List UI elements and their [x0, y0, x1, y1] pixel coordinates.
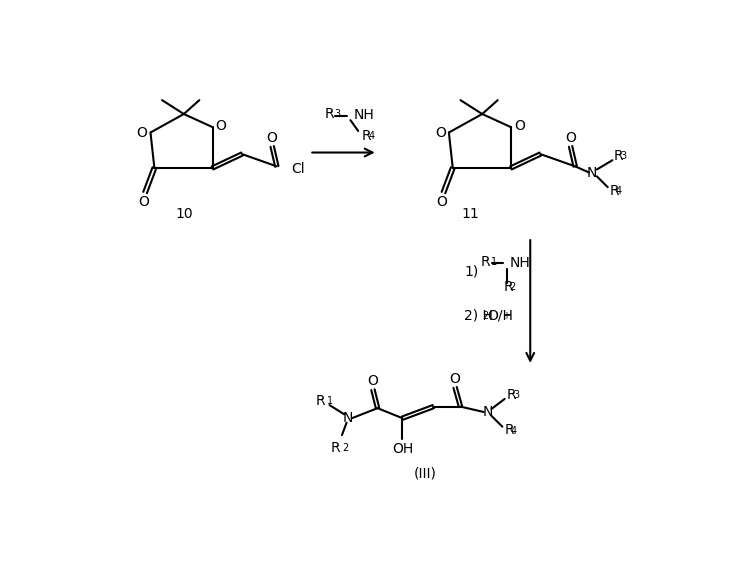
Text: O: O: [137, 126, 147, 140]
Text: 3: 3: [513, 390, 520, 400]
Text: N: N: [343, 411, 353, 425]
Text: 3: 3: [334, 109, 340, 119]
Text: 3: 3: [620, 151, 626, 161]
Text: O: O: [367, 374, 378, 388]
Text: R: R: [609, 184, 619, 198]
Text: O: O: [435, 126, 446, 140]
Text: 10: 10: [175, 207, 193, 221]
Text: 2: 2: [342, 443, 348, 453]
Text: 1): 1): [464, 264, 479, 278]
Text: N: N: [483, 405, 493, 419]
Text: +: +: [503, 311, 511, 321]
Text: O: O: [138, 195, 149, 209]
Text: R: R: [505, 424, 514, 438]
Text: OH: OH: [392, 442, 413, 456]
Text: 2: 2: [483, 311, 488, 321]
Text: R: R: [503, 280, 513, 294]
Text: R: R: [324, 107, 334, 121]
Text: 1: 1: [491, 257, 497, 267]
Text: 1: 1: [327, 397, 333, 406]
Text: R: R: [316, 394, 326, 408]
Text: O: O: [267, 131, 278, 145]
Text: R: R: [481, 255, 491, 269]
Text: Cl: Cl: [290, 162, 304, 176]
Text: NH: NH: [509, 255, 530, 269]
Text: O: O: [565, 131, 576, 145]
Text: 4: 4: [369, 131, 375, 140]
Text: R: R: [362, 128, 372, 143]
Text: R: R: [507, 388, 517, 402]
Text: R: R: [614, 149, 624, 162]
Text: 4: 4: [511, 425, 517, 436]
Text: O: O: [437, 195, 447, 209]
Text: O: O: [514, 118, 525, 132]
Text: 2) H: 2) H: [464, 309, 493, 323]
Text: 2: 2: [509, 282, 516, 292]
Text: N: N: [587, 165, 597, 180]
Text: O: O: [216, 118, 226, 132]
Text: (III): (III): [414, 466, 437, 481]
Text: R: R: [331, 441, 341, 455]
Text: 11: 11: [462, 207, 480, 221]
Text: NH: NH: [353, 108, 374, 122]
Text: O: O: [449, 372, 460, 386]
Text: O/H: O/H: [488, 309, 514, 323]
Text: 4: 4: [616, 186, 621, 196]
